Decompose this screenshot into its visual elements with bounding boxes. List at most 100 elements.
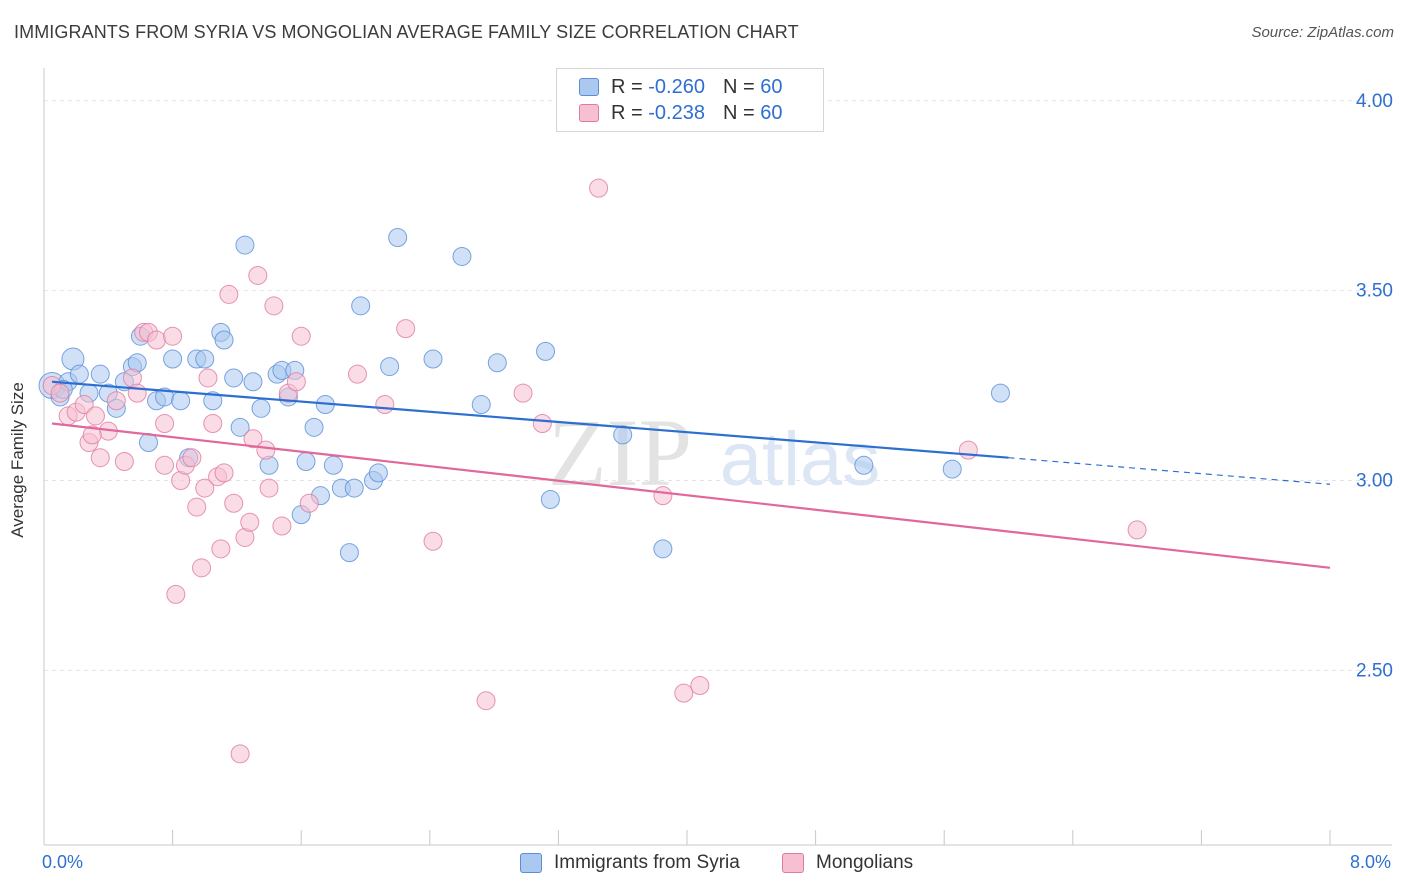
point-syria — [163, 349, 183, 369]
point-mongolians — [476, 691, 496, 711]
x-tick-label-max: 8.0% — [1350, 852, 1392, 872]
point-mongolians — [958, 440, 978, 460]
point-mongolians — [589, 178, 609, 198]
point-mongolians — [347, 364, 367, 384]
point-mongolians — [224, 493, 244, 513]
axes — [43, 68, 1392, 846]
point-mongolians — [423, 531, 443, 551]
point-syria — [195, 349, 215, 369]
point-mongolians — [127, 383, 147, 403]
point-syria — [243, 372, 263, 392]
point-syria — [224, 368, 244, 388]
x-tick-label-min: 0.0% — [42, 852, 84, 872]
source-label: Source: ZipAtlas.com — [1251, 24, 1394, 41]
point-mongolians — [219, 284, 239, 304]
point-mongolians — [155, 414, 175, 434]
trend-line-mongolians — [51, 422, 1331, 569]
point-mongolians — [375, 395, 395, 415]
point-mongolians — [214, 463, 234, 483]
legend-swatch-mongolians — [579, 104, 599, 122]
y-tick-labels: 2.50 3.00 3.50 4.00 — [1356, 91, 1393, 682]
point-syria — [540, 489, 560, 509]
point-syria — [942, 459, 962, 479]
legend-n-value-syria: 60 — [760, 75, 783, 98]
point-mongolians — [74, 395, 94, 415]
point-syria — [990, 383, 1010, 403]
legend-n-label: N = — [722, 101, 755, 124]
point-mongolians — [256, 440, 276, 460]
point-syria — [344, 478, 364, 498]
point-mongolians — [106, 391, 126, 411]
point-syria — [351, 296, 371, 316]
legend-n-label: N = — [722, 75, 755, 98]
y-tick-label: 4.00 — [1356, 91, 1393, 112]
watermark-atlas: atlas — [720, 417, 881, 502]
point-syria — [323, 455, 343, 475]
point-syria — [471, 395, 491, 415]
point-mongolians — [82, 425, 102, 445]
bottom-legend-label-mongolians: Mongolians — [816, 852, 914, 873]
point-mongolians — [299, 493, 319, 513]
correlation-legend: R = -0.260 N = 60 R = -0.238 N = 60 — [556, 68, 824, 132]
point-syria — [90, 364, 110, 384]
legend-r-label: R = — [611, 75, 643, 98]
point-syria — [368, 463, 388, 483]
point-mongolians — [532, 414, 552, 434]
legend-row-syria: R = -0.260 N = 60 — [579, 75, 782, 99]
point-syria — [171, 391, 191, 411]
point-mongolians — [50, 383, 70, 403]
point-syria — [452, 246, 472, 266]
point-mongolians — [240, 512, 260, 532]
point-mongolians — [513, 383, 533, 403]
point-syria — [536, 341, 556, 361]
legend-row-mongolians: R = -0.238 N = 60 — [579, 101, 782, 125]
point-mongolians — [85, 406, 105, 426]
point-mongolians — [272, 516, 292, 536]
point-mongolians — [291, 326, 311, 346]
point-mongolians — [248, 265, 268, 285]
point-syria — [613, 425, 633, 445]
legend-r-label: R = — [611, 101, 643, 124]
watermark: ZIP atlas — [548, 399, 880, 506]
trend-line-syria — [51, 380, 1009, 459]
point-syria — [339, 543, 359, 563]
legend-r-value-mongolians: -0.238 — [648, 101, 705, 124]
point-mongolians — [264, 296, 284, 316]
point-mongolians — [690, 676, 710, 696]
trend-lines — [51, 380, 1331, 569]
point-mongolians — [1127, 520, 1147, 540]
point-syria — [296, 452, 316, 471]
point-mongolians — [90, 448, 110, 468]
point-syria — [230, 417, 250, 437]
bottom-legend-label-syria: Immigrants from Syria — [554, 852, 740, 873]
chart-title: IMMIGRANTS FROM SYRIA VS MONGOLIAN AVERA… — [14, 22, 799, 42]
y-tick-label: 3.50 — [1356, 281, 1393, 302]
point-mongolians — [155, 455, 175, 475]
point-syria — [235, 235, 255, 255]
trend-line-syria-extension — [1008, 457, 1331, 485]
data-points — [38, 178, 1147, 764]
point-syria — [653, 539, 673, 559]
point-mongolians — [198, 368, 218, 388]
point-mongolians — [203, 414, 223, 434]
point-mongolians — [187, 497, 207, 517]
point-syria — [251, 398, 271, 418]
point-mongolians — [195, 478, 215, 498]
point-mongolians — [114, 452, 134, 471]
point-mongolians — [192, 558, 212, 578]
y-tick-label: 3.00 — [1356, 470, 1393, 491]
point-syria — [380, 357, 400, 377]
point-syria — [487, 353, 507, 373]
point-mongolians — [163, 326, 183, 346]
point-syria — [854, 455, 874, 475]
point-mongolians — [259, 478, 279, 498]
bottom-legend-mongolians: Mongolians — [782, 852, 913, 874]
bottom-legend-swatch-syria — [520, 853, 542, 873]
point-mongolians — [396, 319, 416, 339]
y-tick-label: 2.50 — [1356, 660, 1393, 681]
point-mongolians — [243, 429, 263, 449]
point-syria — [214, 330, 234, 350]
point-mongolians — [166, 584, 186, 604]
point-mongolians — [147, 330, 167, 350]
